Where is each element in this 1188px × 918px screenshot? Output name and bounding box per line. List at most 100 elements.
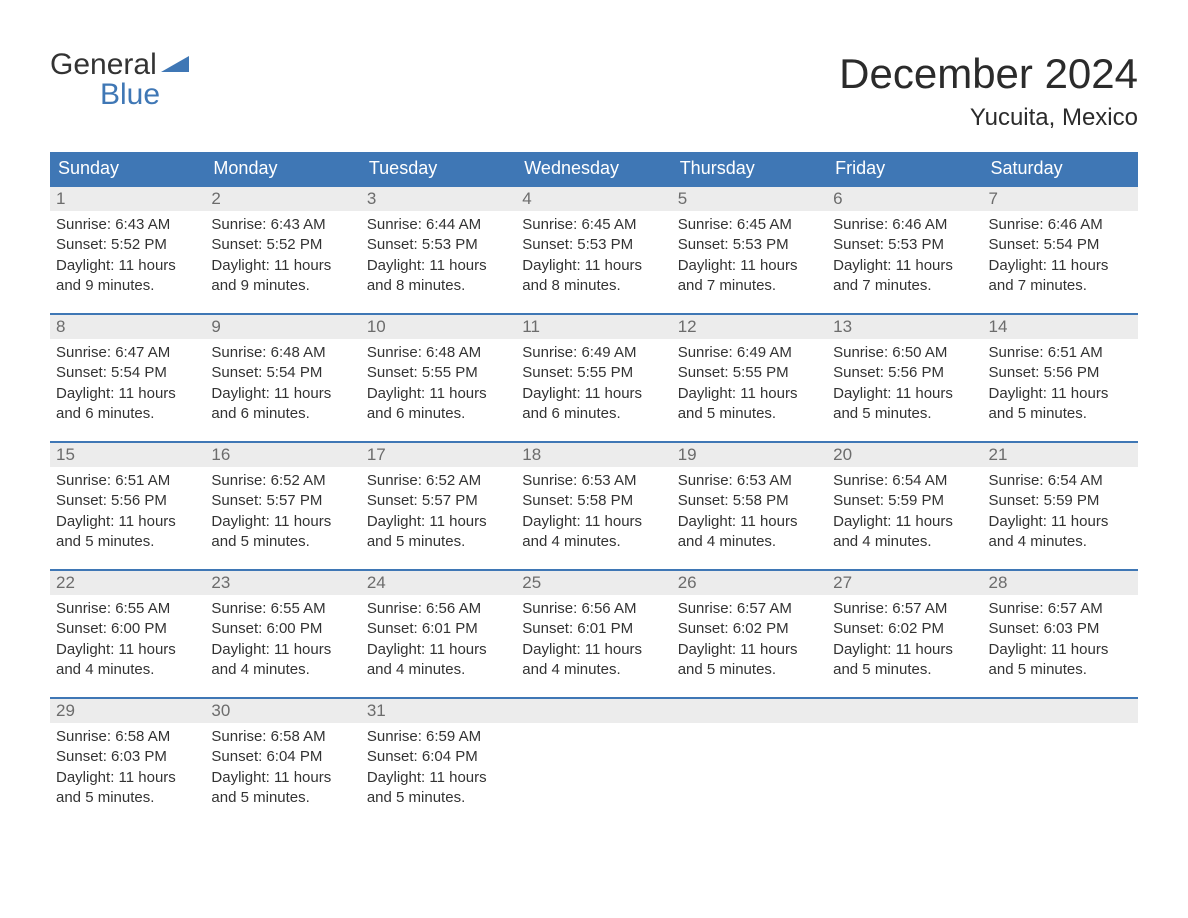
day-line-d1: Daylight: 11 hours xyxy=(833,256,976,276)
logo: General Blue xyxy=(50,50,189,110)
day-line-sr: Sunrise: 6:46 AM xyxy=(989,215,1132,235)
day-number: 12 xyxy=(672,315,827,339)
day-number: 23 xyxy=(205,571,360,595)
day-details: Sunrise: 6:57 AMSunset: 6:02 PMDaylight:… xyxy=(672,595,827,680)
day-line-d1: Daylight: 11 hours xyxy=(211,512,354,532)
day-line-d1: Daylight: 11 hours xyxy=(367,256,510,276)
day-line-d2: and 6 minutes. xyxy=(56,404,199,424)
day-line-d1: Daylight: 11 hours xyxy=(678,256,821,276)
day-details: Sunrise: 6:45 AMSunset: 5:53 PMDaylight:… xyxy=(516,211,671,296)
day-line-ss: Sunset: 5:57 PM xyxy=(367,491,510,511)
day-line-sr: Sunrise: 6:59 AM xyxy=(367,727,510,747)
day-details: Sunrise: 6:57 AMSunset: 6:02 PMDaylight:… xyxy=(827,595,982,680)
day-line-sr: Sunrise: 6:49 AM xyxy=(678,343,821,363)
weekday-header: Monday xyxy=(205,152,360,186)
calendar-day-cell: 17Sunrise: 6:52 AMSunset: 5:57 PMDayligh… xyxy=(361,442,516,570)
calendar-day-cell: 27Sunrise: 6:57 AMSunset: 6:02 PMDayligh… xyxy=(827,570,982,698)
day-line-ss: Sunset: 6:00 PM xyxy=(211,619,354,639)
day-details: Sunrise: 6:49 AMSunset: 5:55 PMDaylight:… xyxy=(672,339,827,424)
day-details: Sunrise: 6:58 AMSunset: 6:04 PMDaylight:… xyxy=(205,723,360,808)
day-details: Sunrise: 6:54 AMSunset: 5:59 PMDaylight:… xyxy=(827,467,982,552)
day-details: Sunrise: 6:55 AMSunset: 6:00 PMDaylight:… xyxy=(205,595,360,680)
calendar-day-cell: 14Sunrise: 6:51 AMSunset: 5:56 PMDayligh… xyxy=(983,314,1138,442)
day-line-d1: Daylight: 11 hours xyxy=(56,768,199,788)
day-line-d2: and 5 minutes. xyxy=(678,660,821,680)
day-line-d1: Daylight: 11 hours xyxy=(833,384,976,404)
day-line-ss: Sunset: 6:03 PM xyxy=(56,747,199,767)
day-details: Sunrise: 6:48 AMSunset: 5:54 PMDaylight:… xyxy=(205,339,360,424)
day-line-sr: Sunrise: 6:58 AM xyxy=(56,727,199,747)
calendar-day-cell: 16Sunrise: 6:52 AMSunset: 5:57 PMDayligh… xyxy=(205,442,360,570)
day-line-sr: Sunrise: 6:49 AM xyxy=(522,343,665,363)
day-line-d2: and 7 minutes. xyxy=(989,276,1132,296)
day-line-d2: and 5 minutes. xyxy=(56,788,199,808)
day-line-ss: Sunset: 5:53 PM xyxy=(522,235,665,255)
day-number: 16 xyxy=(205,443,360,467)
day-number: 27 xyxy=(827,571,982,595)
weekday-header: Tuesday xyxy=(361,152,516,186)
day-line-ss: Sunset: 5:59 PM xyxy=(833,491,976,511)
day-line-ss: Sunset: 5:59 PM xyxy=(989,491,1132,511)
day-details: Sunrise: 6:54 AMSunset: 5:59 PMDaylight:… xyxy=(983,467,1138,552)
day-line-d2: and 4 minutes. xyxy=(56,660,199,680)
day-line-d1: Daylight: 11 hours xyxy=(367,768,510,788)
calendar-week-row: 15Sunrise: 6:51 AMSunset: 5:56 PMDayligh… xyxy=(50,442,1138,570)
day-details: Sunrise: 6:44 AMSunset: 5:53 PMDaylight:… xyxy=(361,211,516,296)
day-line-d2: and 5 minutes. xyxy=(367,532,510,552)
day-line-ss: Sunset: 5:55 PM xyxy=(367,363,510,383)
day-line-ss: Sunset: 6:01 PM xyxy=(367,619,510,639)
day-line-d2: and 9 minutes. xyxy=(211,276,354,296)
day-line-d2: and 4 minutes. xyxy=(211,660,354,680)
calendar-week-row: 8Sunrise: 6:47 AMSunset: 5:54 PMDaylight… xyxy=(50,314,1138,442)
calendar-day-cell: 10Sunrise: 6:48 AMSunset: 5:55 PMDayligh… xyxy=(361,314,516,442)
day-line-ss: Sunset: 5:58 PM xyxy=(522,491,665,511)
calendar-day-cell: 29Sunrise: 6:58 AMSunset: 6:03 PMDayligh… xyxy=(50,698,205,808)
day-line-d1: Daylight: 11 hours xyxy=(367,512,510,532)
day-details: Sunrise: 6:52 AMSunset: 5:57 PMDaylight:… xyxy=(205,467,360,552)
logo-top-line: General xyxy=(50,50,189,80)
day-line-d2: and 5 minutes. xyxy=(678,404,821,424)
day-line-sr: Sunrise: 6:55 AM xyxy=(56,599,199,619)
logo-word-general: General xyxy=(50,50,157,80)
day-line-d1: Daylight: 11 hours xyxy=(833,640,976,660)
day-line-d1: Daylight: 11 hours xyxy=(56,384,199,404)
day-line-sr: Sunrise: 6:56 AM xyxy=(522,599,665,619)
calendar-day-cell: 7Sunrise: 6:46 AMSunset: 5:54 PMDaylight… xyxy=(983,186,1138,314)
day-details: Sunrise: 6:51 AMSunset: 5:56 PMDaylight:… xyxy=(983,339,1138,424)
day-number: 22 xyxy=(50,571,205,595)
day-details: Sunrise: 6:57 AMSunset: 6:03 PMDaylight:… xyxy=(983,595,1138,680)
day-line-d2: and 4 minutes. xyxy=(989,532,1132,552)
day-number: 18 xyxy=(516,443,671,467)
flag-icon xyxy=(161,50,189,80)
day-details: Sunrise: 6:45 AMSunset: 5:53 PMDaylight:… xyxy=(672,211,827,296)
calendar-header-row: Sunday Monday Tuesday Wednesday Thursday… xyxy=(50,152,1138,186)
calendar-day-cell: 26Sunrise: 6:57 AMSunset: 6:02 PMDayligh… xyxy=(672,570,827,698)
day-details xyxy=(983,723,1138,727)
day-number: 13 xyxy=(827,315,982,339)
day-line-d2: and 5 minutes. xyxy=(989,660,1132,680)
day-line-sr: Sunrise: 6:54 AM xyxy=(833,471,976,491)
day-line-sr: Sunrise: 6:54 AM xyxy=(989,471,1132,491)
day-line-ss: Sunset: 5:56 PM xyxy=(56,491,199,511)
day-line-ss: Sunset: 5:54 PM xyxy=(211,363,354,383)
day-line-sr: Sunrise: 6:56 AM xyxy=(367,599,510,619)
day-line-sr: Sunrise: 6:46 AM xyxy=(833,215,976,235)
day-line-sr: Sunrise: 6:55 AM xyxy=(211,599,354,619)
day-line-ss: Sunset: 5:55 PM xyxy=(522,363,665,383)
day-number: 25 xyxy=(516,571,671,595)
day-line-sr: Sunrise: 6:53 AM xyxy=(522,471,665,491)
day-line-d1: Daylight: 11 hours xyxy=(833,512,976,532)
weekday-header: Saturday xyxy=(983,152,1138,186)
day-number: 30 xyxy=(205,699,360,723)
calendar-day-cell: 3Sunrise: 6:44 AMSunset: 5:53 PMDaylight… xyxy=(361,186,516,314)
day-line-d2: and 5 minutes. xyxy=(367,788,510,808)
day-line-d1: Daylight: 11 hours xyxy=(56,256,199,276)
day-details: Sunrise: 6:58 AMSunset: 6:03 PMDaylight:… xyxy=(50,723,205,808)
day-number: 17 xyxy=(361,443,516,467)
day-line-ss: Sunset: 5:55 PM xyxy=(678,363,821,383)
day-line-d1: Daylight: 11 hours xyxy=(211,384,354,404)
day-number: 6 xyxy=(827,187,982,211)
day-details: Sunrise: 6:47 AMSunset: 5:54 PMDaylight:… xyxy=(50,339,205,424)
day-line-d2: and 9 minutes. xyxy=(56,276,199,296)
day-line-d2: and 8 minutes. xyxy=(367,276,510,296)
